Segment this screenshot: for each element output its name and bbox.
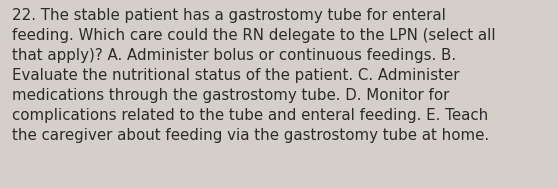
Text: 22. The stable patient has a gastrostomy tube for enteral
feeding. Which care co: 22. The stable patient has a gastrostomy… xyxy=(12,8,496,143)
